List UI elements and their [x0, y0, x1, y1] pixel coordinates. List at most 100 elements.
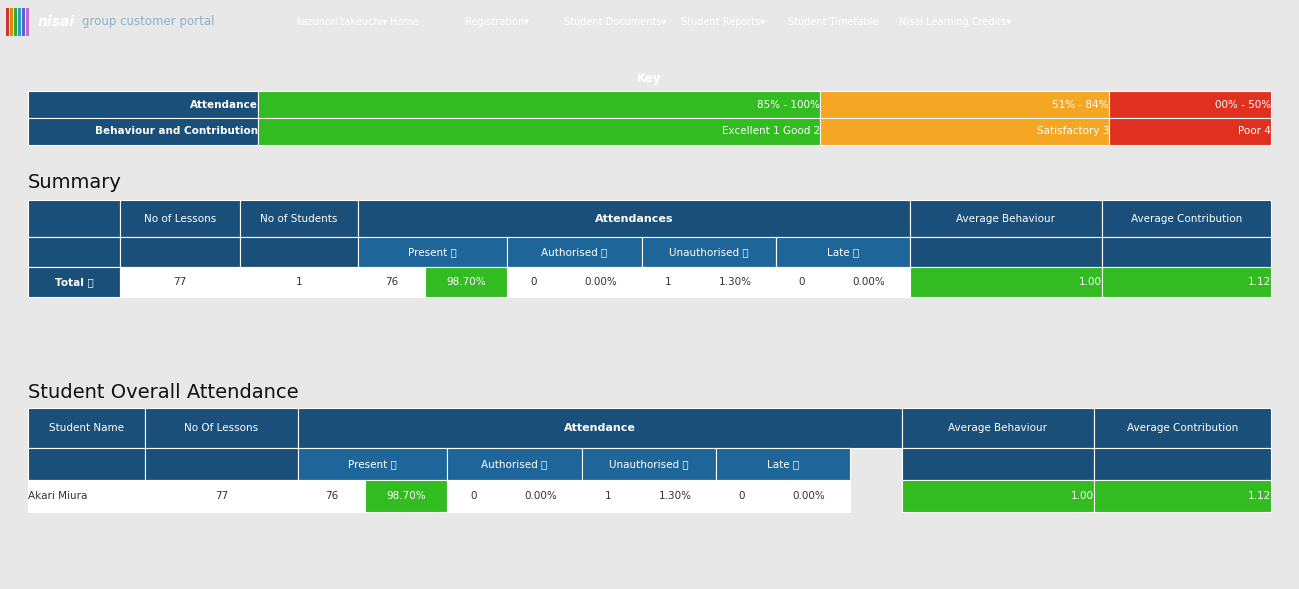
Text: Attendance: Attendance: [190, 100, 259, 110]
Bar: [500, 480, 582, 512]
Bar: [29, 118, 259, 145]
Text: 1.00: 1.00: [1070, 491, 1094, 501]
Text: 1.12: 1.12: [1248, 491, 1270, 501]
Bar: [240, 267, 359, 297]
Bar: [145, 408, 297, 448]
Bar: [911, 237, 1102, 267]
Text: Attendance: Attendance: [564, 423, 637, 433]
Text: 0.00%: 0.00%: [585, 277, 617, 287]
Bar: [425, 267, 507, 297]
Bar: [582, 480, 634, 512]
Bar: [29, 480, 145, 512]
Bar: [1109, 118, 1270, 145]
Text: 1.12: 1.12: [1248, 277, 1270, 287]
Text: Student Reports▾: Student Reports▾: [681, 17, 765, 27]
Text: Late ⓘ: Late ⓘ: [766, 459, 799, 469]
Text: Satisfactory 3: Satisfactory 3: [1037, 127, 1109, 137]
Bar: [560, 267, 642, 297]
Text: Unauthorised ⓘ: Unauthorised ⓘ: [669, 247, 748, 257]
Text: Average Contribution: Average Contribution: [1131, 213, 1242, 223]
Bar: [642, 267, 694, 297]
Text: 1.30%: 1.30%: [659, 491, 691, 501]
Text: No Of Lessons: No Of Lessons: [184, 423, 259, 433]
Bar: [359, 267, 425, 297]
Bar: [582, 448, 716, 480]
Bar: [240, 237, 359, 267]
Text: 76: 76: [325, 491, 338, 501]
Bar: [29, 448, 145, 480]
Bar: [768, 480, 850, 512]
Text: Authorised ⓘ: Authorised ⓘ: [542, 247, 608, 257]
Text: 0.00%: 0.00%: [525, 491, 557, 501]
Text: 98.70%: 98.70%: [386, 491, 426, 501]
Bar: [634, 480, 716, 512]
Text: 0.00%: 0.00%: [792, 491, 825, 501]
Text: Student Overall Attendance: Student Overall Attendance: [29, 382, 299, 402]
Text: 00% - 50%: 00% - 50%: [1215, 100, 1270, 110]
Bar: [29, 237, 120, 267]
Bar: [716, 480, 768, 512]
Text: 1.00: 1.00: [1079, 277, 1102, 287]
Text: 1: 1: [605, 491, 612, 501]
Bar: [359, 200, 911, 237]
Bar: [447, 480, 500, 512]
Bar: [6, 8, 9, 36]
Bar: [22, 8, 25, 36]
Bar: [120, 200, 240, 237]
Text: Unauthorised ⓘ: Unauthorised ⓘ: [609, 459, 688, 469]
Bar: [642, 237, 776, 267]
Bar: [145, 448, 297, 480]
Bar: [26, 8, 29, 36]
Text: 0: 0: [470, 491, 477, 501]
Bar: [694, 267, 776, 297]
Text: 0: 0: [739, 491, 746, 501]
Text: 77: 77: [214, 491, 229, 501]
Text: Akari Miura: Akari Miura: [29, 491, 87, 501]
Bar: [29, 408, 145, 448]
Bar: [297, 408, 902, 448]
Text: Nisai Learning Credits▾: Nisai Learning Credits▾: [899, 17, 1011, 27]
Text: Home: Home: [390, 17, 418, 27]
Text: Student Documents▾: Student Documents▾: [564, 17, 666, 27]
Text: Poor 4: Poor 4: [1238, 127, 1270, 137]
Text: Average Contribution: Average Contribution: [1126, 423, 1238, 433]
Text: 0.00%: 0.00%: [852, 277, 886, 287]
Text: Attendances: Attendances: [595, 213, 673, 223]
Text: 0: 0: [530, 277, 536, 287]
Bar: [902, 480, 1094, 512]
Text: No of Students: No of Students: [260, 213, 338, 223]
Text: Student Name: Student Name: [49, 423, 123, 433]
Text: Average Behaviour: Average Behaviour: [948, 423, 1047, 433]
Text: Student Timetable: Student Timetable: [788, 17, 879, 27]
Bar: [1094, 448, 1270, 480]
Bar: [14, 8, 17, 36]
Bar: [447, 448, 582, 480]
Text: nisai: nisai: [38, 15, 75, 29]
Bar: [240, 200, 359, 237]
Text: Registration▾: Registration▾: [465, 17, 529, 27]
Bar: [776, 267, 827, 297]
Text: Late ⓘ: Late ⓘ: [827, 247, 859, 257]
Text: 1: 1: [296, 277, 303, 287]
Bar: [120, 267, 240, 297]
Text: 98.70%: 98.70%: [446, 277, 486, 287]
Bar: [716, 448, 850, 480]
Text: Total ⓘ: Total ⓘ: [55, 277, 94, 287]
Bar: [820, 91, 1109, 118]
Bar: [902, 408, 1094, 448]
Text: Present ⓘ: Present ⓘ: [408, 247, 457, 257]
Bar: [507, 267, 560, 297]
Bar: [1102, 200, 1270, 237]
Bar: [10, 8, 13, 36]
Bar: [1109, 91, 1270, 118]
Bar: [902, 448, 1094, 480]
Bar: [507, 237, 642, 267]
Bar: [145, 480, 297, 512]
Text: Average Behaviour: Average Behaviour: [956, 213, 1056, 223]
Bar: [259, 118, 820, 145]
Text: Summary: Summary: [29, 173, 122, 191]
Text: 51% - 84%: 51% - 84%: [1052, 100, 1109, 110]
Bar: [29, 200, 120, 237]
Text: Present ⓘ: Present ⓘ: [348, 459, 397, 469]
Bar: [120, 237, 240, 267]
